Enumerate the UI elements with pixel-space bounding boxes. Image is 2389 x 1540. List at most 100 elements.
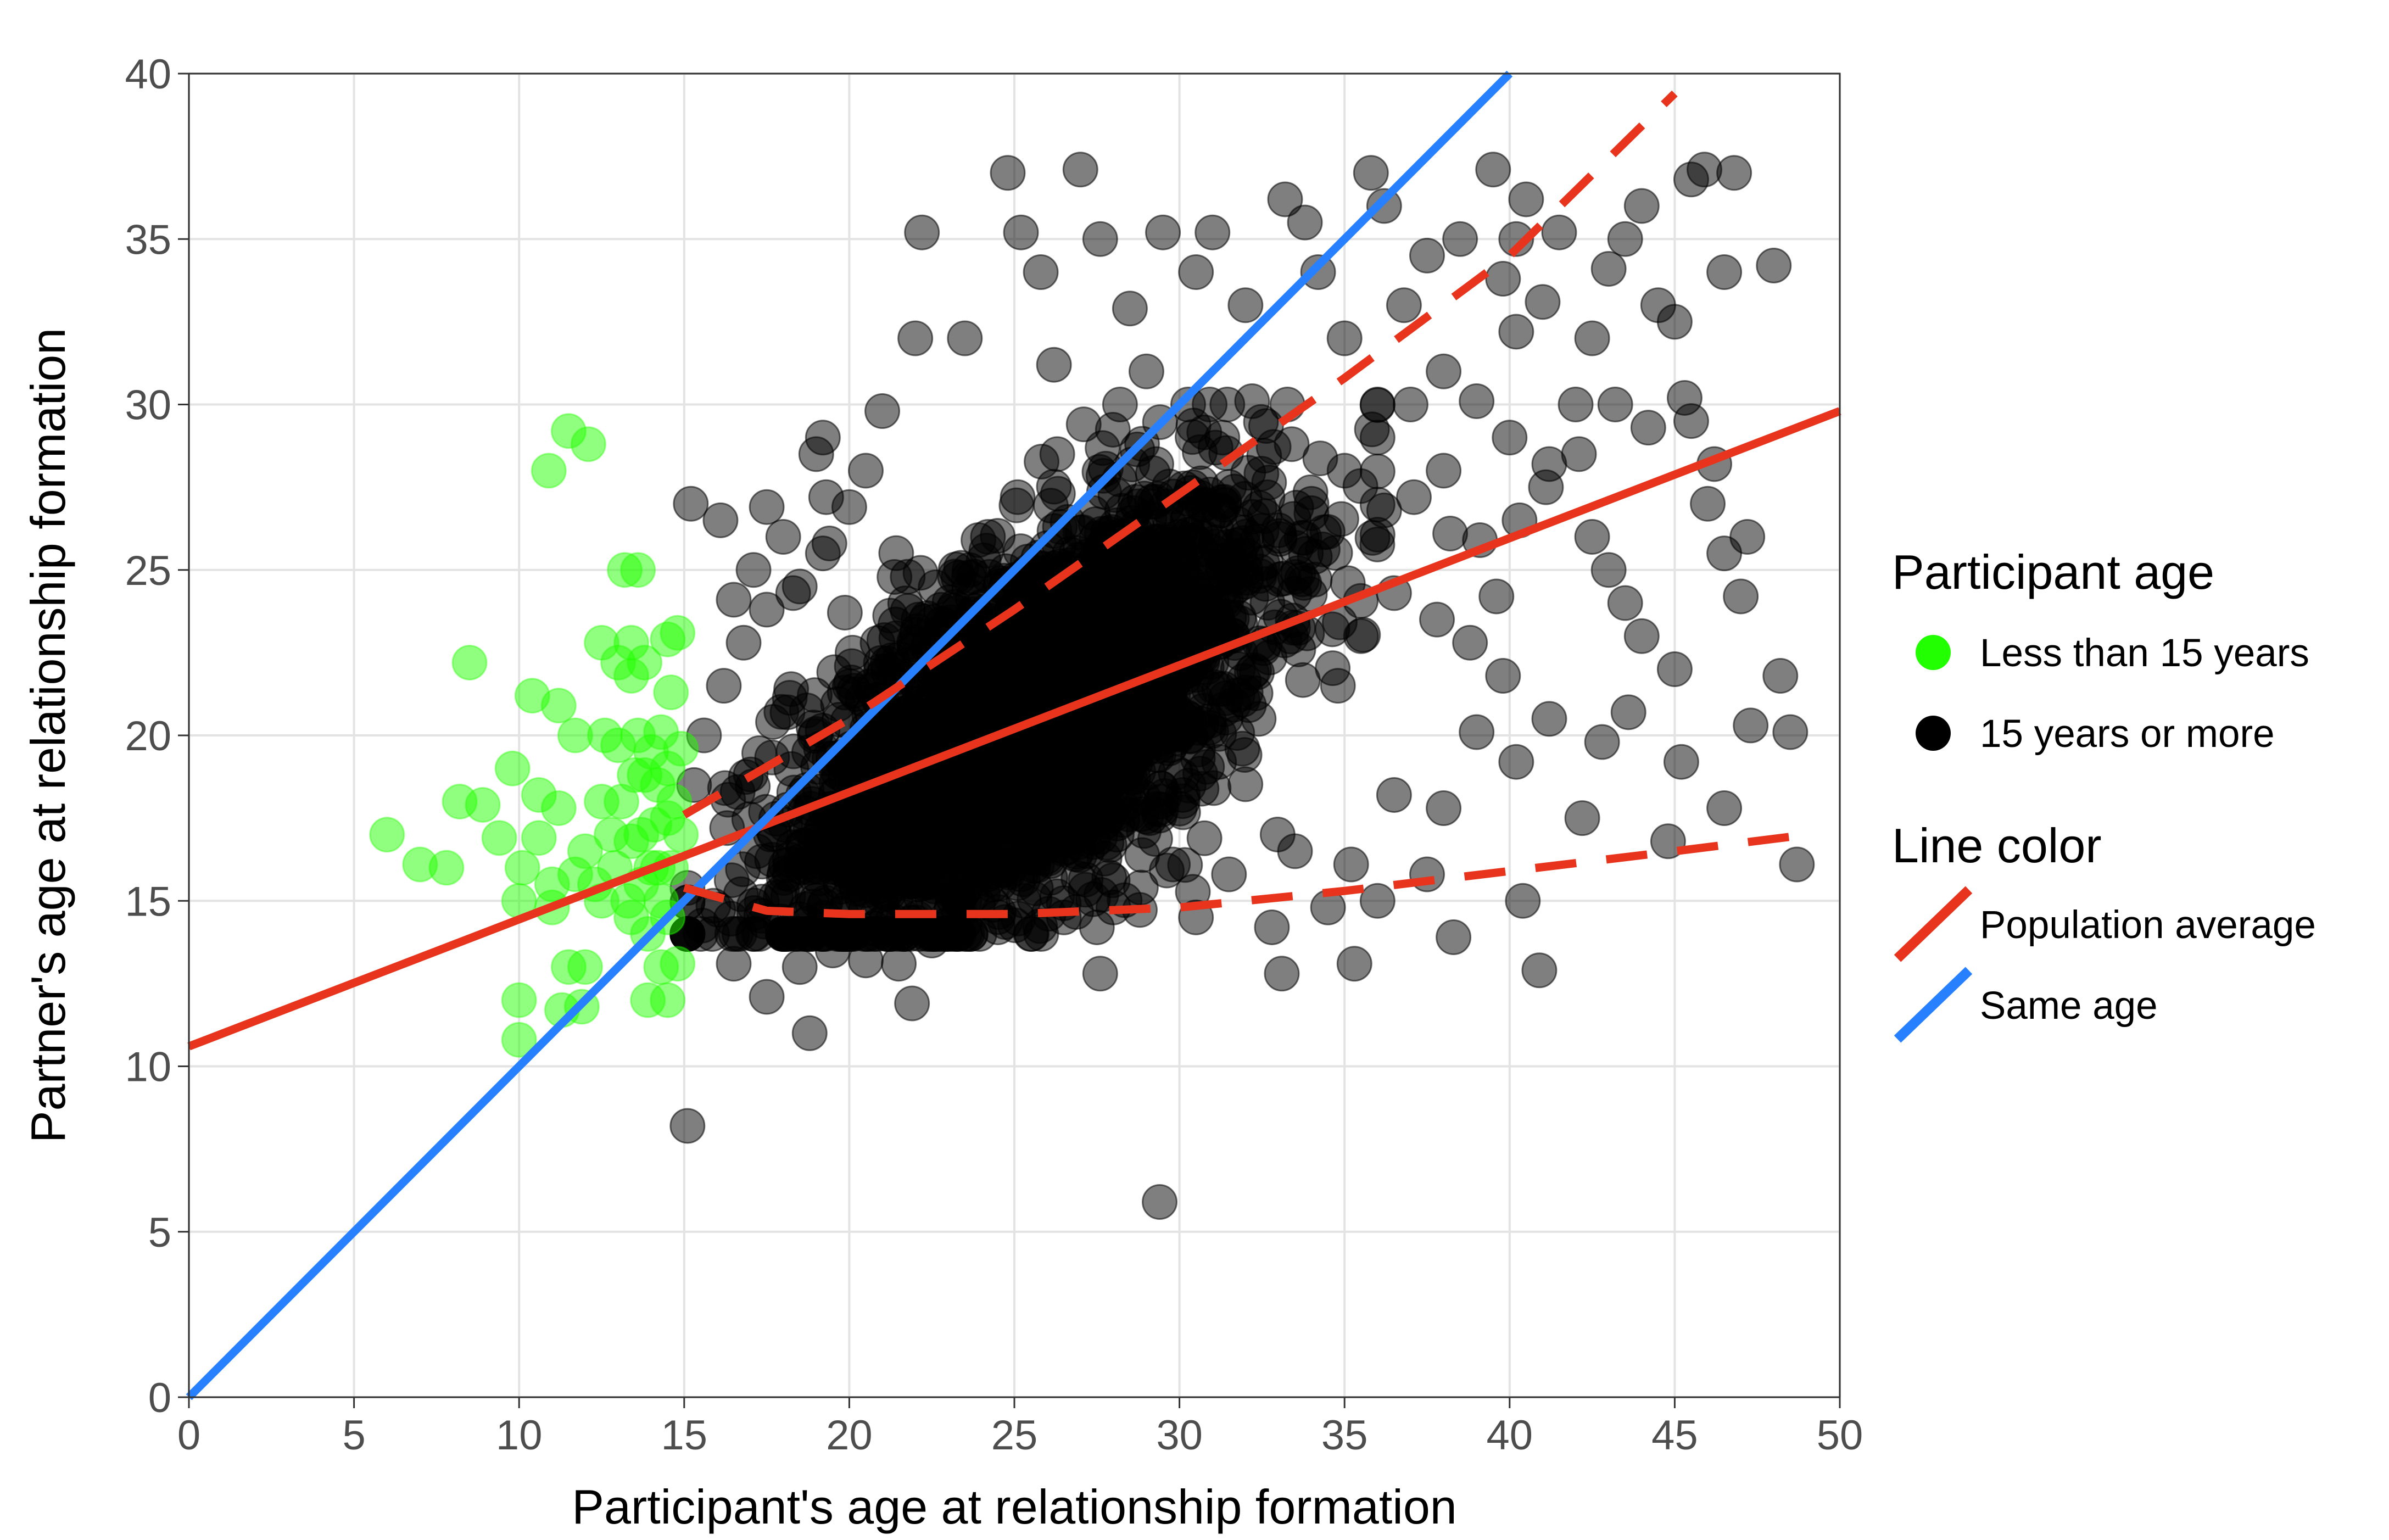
data-point [1597, 387, 1633, 422]
data-point [1003, 214, 1039, 250]
line-population-average [187, 407, 1841, 1051]
data-point [1145, 214, 1181, 250]
data-point [1521, 952, 1558, 989]
data-point [663, 817, 699, 853]
line-same-age [186, 70, 1513, 1400]
data-point [1149, 583, 1185, 619]
data-point [1392, 387, 1428, 422]
data-point [428, 850, 465, 886]
data-point [1574, 320, 1610, 356]
y-tick-label: 35 [125, 216, 171, 263]
data-point [660, 615, 696, 651]
legend-key-blue-line [1894, 967, 1973, 1043]
data-point [1174, 419, 1210, 455]
data-point [1590, 250, 1627, 287]
data-point [1085, 754, 1121, 790]
data-point [1656, 304, 1693, 340]
data-point [1359, 883, 1396, 919]
data-point [1359, 420, 1396, 456]
data-point [831, 489, 867, 525]
data-point [660, 946, 696, 982]
data-point [1142, 1184, 1178, 1220]
data-point [1409, 237, 1445, 274]
data-point [501, 1022, 537, 1058]
data-point [1131, 800, 1168, 836]
legend-key-red-line [1894, 886, 1973, 962]
data-point [1564, 800, 1600, 836]
data-point [1630, 410, 1666, 446]
data-point [494, 750, 531, 786]
data-point [1062, 618, 1098, 654]
data-point [1525, 284, 1561, 320]
data-point [1366, 188, 1402, 224]
data-point [1201, 744, 1237, 780]
data-point [1194, 585, 1231, 621]
data-point [782, 949, 818, 985]
data-point [1165, 777, 1201, 813]
data-point [1178, 254, 1214, 290]
data-point [650, 982, 686, 1018]
data-point [1723, 578, 1759, 615]
data-point [805, 535, 841, 572]
data-point [1138, 446, 1175, 482]
data-point [1297, 539, 1333, 575]
data-point [1558, 387, 1594, 422]
data-point [1687, 152, 1723, 188]
data-point [1419, 601, 1455, 638]
data-point [1280, 631, 1316, 667]
data-point [1359, 387, 1396, 422]
data-point [1584, 724, 1620, 760]
x-axis-title: Participant's age at relationship format… [572, 1480, 1456, 1534]
legend-label-population-average: Population average [1980, 903, 2316, 947]
data-point [1323, 501, 1359, 537]
data-point [937, 876, 973, 912]
reference-lines [186, 70, 1841, 1400]
data-point [1128, 552, 1164, 588]
data-point [1528, 469, 1564, 505]
data-point [1426, 453, 1462, 489]
data-point [897, 817, 934, 853]
data-point [1039, 436, 1075, 472]
legend-label-15-or-more: 15 years or more [1980, 712, 2275, 756]
data-point [775, 575, 811, 611]
data-point [996, 684, 1032, 721]
data-point [1623, 188, 1660, 224]
data-point [1574, 519, 1610, 555]
data-point [1128, 353, 1164, 389]
x-tick-label: 15 [661, 1412, 708, 1459]
data-point [1756, 247, 1792, 283]
data-point [1162, 519, 1198, 555]
data-point [1442, 221, 1478, 257]
data-point [878, 535, 914, 571]
data-point [834, 634, 870, 671]
data-point [620, 552, 656, 588]
data-point [1204, 420, 1241, 456]
data-point [1029, 651, 1065, 687]
data-point [1426, 790, 1462, 827]
data-point [1130, 755, 1166, 791]
data-point [1772, 714, 1809, 750]
data-point [465, 787, 501, 823]
data-point [914, 923, 950, 959]
data-point [827, 594, 863, 630]
data-point [1036, 347, 1072, 383]
data-point [1498, 744, 1534, 780]
data-point [1376, 777, 1412, 813]
data-point [1762, 658, 1799, 694]
data-point [790, 905, 826, 941]
data-point [1326, 320, 1363, 356]
y-axis-title: Partner's age at relationship formation [21, 328, 75, 1143]
data-point [1293, 486, 1330, 522]
data-point [1607, 221, 1643, 257]
data-point [1485, 658, 1521, 694]
data-point [567, 949, 603, 985]
data-point [735, 552, 772, 588]
x-tick-label: 45 [1651, 1412, 1698, 1459]
data-point [504, 850, 540, 886]
data-point [1082, 221, 1118, 257]
data-point [1733, 707, 1769, 744]
data-point [847, 453, 884, 489]
data-point [1062, 152, 1098, 188]
data-point [801, 843, 838, 879]
